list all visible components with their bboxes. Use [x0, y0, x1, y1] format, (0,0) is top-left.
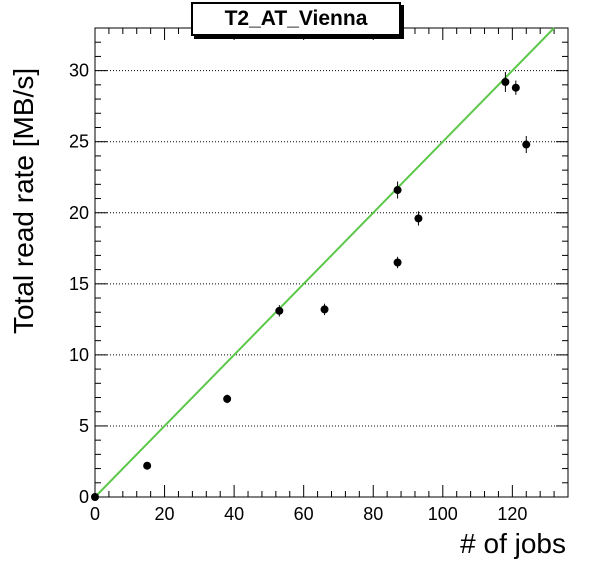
point-marker — [143, 461, 152, 470]
point-marker — [511, 83, 520, 92]
data-point — [143, 461, 152, 470]
plot-frame — [94, 27, 569, 498]
data-points — [91, 72, 531, 501]
data-point — [393, 181, 402, 199]
point-marker — [522, 140, 531, 149]
x-tick-label: 120 — [497, 504, 527, 524]
y-tick-label: 10 — [69, 345, 89, 365]
y-tick-label: 25 — [69, 132, 89, 152]
data-point — [522, 136, 531, 154]
x-tick-label: 80 — [363, 504, 383, 524]
grid-lines — [95, 70, 568, 427]
y-tick-label: 0 — [79, 487, 89, 507]
x-tick-label: 20 — [155, 504, 175, 524]
y-tick-label: 30 — [69, 61, 89, 81]
x-tick-label: 40 — [224, 504, 244, 524]
y-tick-labels: 0 5 10 15 20 25 30 — [69, 61, 89, 507]
data-point — [320, 303, 329, 316]
y-tick-label: 15 — [69, 274, 89, 294]
point-marker — [275, 306, 284, 315]
chart-title: T2_AT_Vienna — [191, 2, 401, 36]
x-tick-labels: 0 20 40 60 80 100 120 — [90, 504, 527, 524]
y-tick-label: 20 — [69, 203, 89, 223]
point-marker — [91, 493, 99, 501]
data-point — [501, 72, 510, 92]
data-point — [414, 211, 423, 226]
data-point — [91, 493, 99, 501]
point-marker — [414, 214, 423, 223]
data-point — [275, 305, 284, 317]
point-marker — [223, 394, 232, 403]
y-tick-label: 5 — [79, 416, 89, 436]
fit-line — [94, 27, 555, 498]
axis-ticks — [94, 27, 569, 498]
point-marker — [393, 186, 402, 195]
x-tick-label: 100 — [428, 504, 458, 524]
x-tick-label: 0 — [90, 504, 100, 524]
data-point — [223, 394, 232, 404]
y-axis-label: Total read rate [MB/s] — [8, 67, 39, 334]
x-tick-label: 60 — [294, 504, 314, 524]
data-point — [511, 80, 520, 95]
point-marker — [393, 258, 402, 267]
point-marker — [501, 78, 510, 87]
point-marker — [320, 305, 329, 314]
data-point — [393, 256, 402, 269]
x-axis-label: # of jobs — [460, 528, 566, 559]
